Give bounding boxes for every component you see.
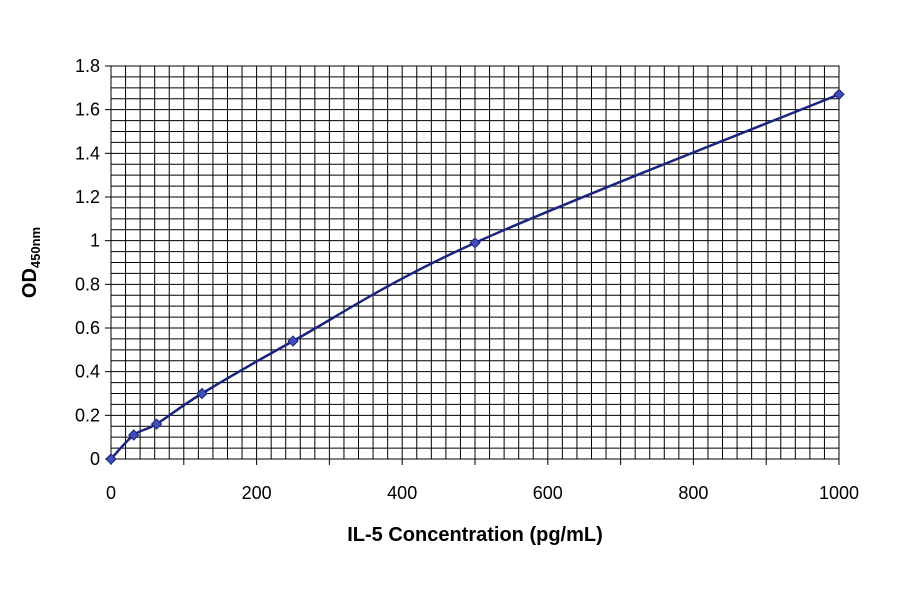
y-tick-label: 0.2 [75, 405, 100, 425]
y-tick-label: 1.2 [75, 187, 100, 207]
y-tick-label: 0.8 [75, 274, 100, 294]
data-point-marker [105, 453, 117, 465]
series-line [110, 93, 840, 460]
data-point-marker [128, 429, 140, 441]
axis-ticks [105, 65, 840, 465]
x-tick-label: 600 [533, 483, 563, 503]
data-point-marker [469, 237, 481, 249]
x-tick-label: 0 [106, 483, 116, 503]
y-tick-labels: 0 0.2 0.4 0.6 0.8 1 1.2 1.4 1.6 1.8 [75, 56, 100, 469]
y-tick-label: 0 [90, 449, 100, 469]
y-tick-label: 1.6 [75, 100, 100, 120]
data-point-marker [196, 387, 208, 400]
y-tick-label: 0.6 [75, 318, 100, 338]
y-tick-label: 0.4 [75, 362, 100, 382]
y-axis-title-main: OD [19, 268, 41, 298]
x-tick-label: 200 [242, 483, 272, 503]
data-point-marker [150, 418, 163, 430]
x-tick-labels: 0 200 400 600 800 1000 [106, 483, 859, 503]
x-tick-label: 400 [387, 483, 417, 503]
data-point-marker [287, 335, 299, 347]
grid-lines [111, 66, 839, 459]
series-layer [105, 88, 845, 465]
y-tick-label: 1 [90, 231, 100, 251]
x-tick-label: 1000 [819, 483, 859, 503]
y-axis-title-subscript: 450nm [28, 227, 43, 268]
y-axis-title: OD450nm [19, 227, 43, 298]
x-tick-label: 800 [678, 483, 708, 503]
y-tick-label: 1.8 [75, 56, 100, 76]
data-point-marker [833, 88, 845, 101]
y-tick-label: 1.4 [75, 143, 100, 163]
x-axis-title: IL-5 Concentration (pg/mL) [347, 524, 603, 546]
